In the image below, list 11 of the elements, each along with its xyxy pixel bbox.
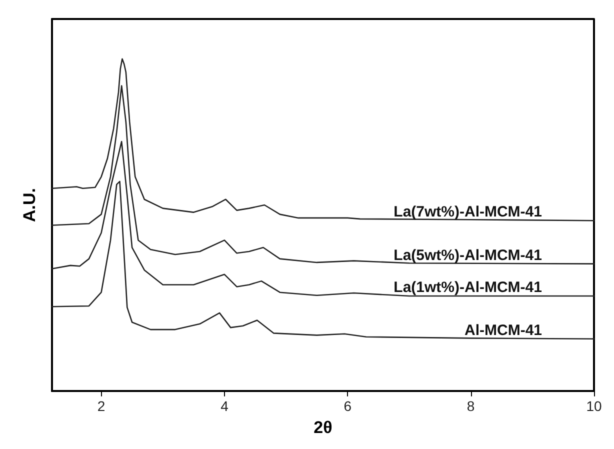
- x-tick-label: 6: [344, 398, 352, 414]
- x-tick-label: 4: [220, 398, 229, 414]
- series-label: La(7wt%)-Al-MCM-41: [394, 204, 542, 221]
- y-axis-title: A.U.: [20, 188, 39, 222]
- x-tick-label: 8: [466, 398, 475, 414]
- x-axis-title: 2θ: [314, 418, 332, 437]
- series-label: La(5wt%)-Al-MCM-41: [394, 246, 542, 264]
- x-tick-label: 10: [586, 398, 602, 414]
- series-label: Al-MCM-41: [464, 322, 542, 339]
- series-label: La(1wt%)-Al-MCM-41: [394, 279, 542, 296]
- x-tick-label: 2: [97, 398, 106, 414]
